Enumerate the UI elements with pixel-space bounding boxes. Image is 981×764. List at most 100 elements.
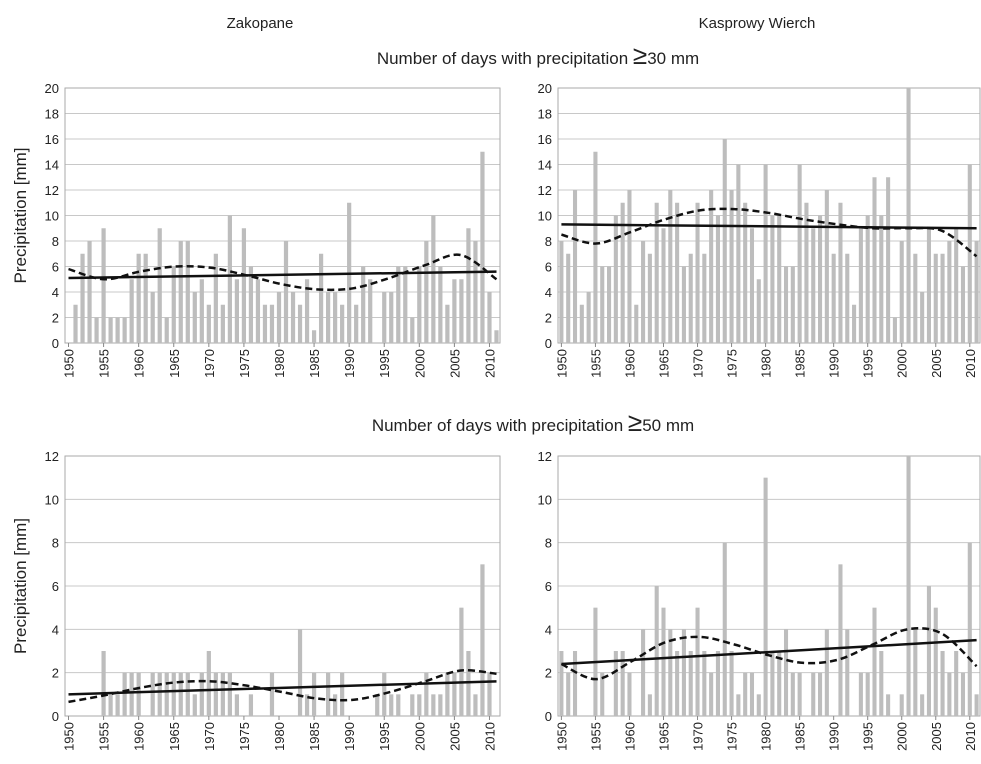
bar <box>213 253 218 343</box>
y-tick-label: 12 <box>538 183 552 198</box>
bar <box>947 672 952 716</box>
x-tick-label: 1970 <box>691 349 706 378</box>
bar <box>178 672 183 716</box>
bar <box>438 266 443 343</box>
bar <box>749 228 755 343</box>
bar <box>396 266 401 343</box>
y-tick-label: 2 <box>52 666 59 681</box>
bar <box>818 672 823 716</box>
bar <box>627 672 632 716</box>
bar <box>681 266 686 343</box>
y-tick-label: 8 <box>545 536 552 551</box>
y-tick-label: 0 <box>545 336 552 351</box>
x-tick-label: 1980 <box>759 722 774 751</box>
bar <box>559 651 564 716</box>
plot-frame <box>64 87 501 344</box>
bar <box>227 672 232 716</box>
x-tick-label: 1975 <box>237 722 252 751</box>
bar <box>858 672 863 716</box>
x-tick-label: 1980 <box>272 349 287 378</box>
bar <box>872 607 877 716</box>
bar <box>255 279 261 343</box>
row-title-symbol: ≥ <box>628 407 642 437</box>
y-tick-label: 16 <box>45 132 59 147</box>
bar <box>466 651 471 716</box>
bar <box>797 164 802 343</box>
x-tick-label: 1955 <box>588 722 603 751</box>
bar <box>879 215 884 343</box>
y-tick-label: 8 <box>52 536 59 551</box>
bar <box>906 456 911 716</box>
bar <box>389 292 394 343</box>
bar <box>122 672 127 716</box>
bar <box>627 190 632 343</box>
bar <box>852 304 857 343</box>
y-tick-label: 2 <box>545 666 552 681</box>
bar <box>452 279 457 343</box>
x-tick-label: 1960 <box>132 722 147 751</box>
bar <box>566 253 571 343</box>
bar <box>974 694 979 716</box>
bar <box>831 253 836 343</box>
bar <box>487 292 492 343</box>
bar <box>715 215 720 343</box>
bar <box>164 317 169 343</box>
plot-frame <box>64 455 501 717</box>
y-tick-label: 0 <box>545 709 552 724</box>
x-tick-label: 2000 <box>412 722 427 751</box>
x-tick-label: 1970 <box>202 349 217 378</box>
y-tick-label: 10 <box>538 209 552 224</box>
bar <box>641 629 646 716</box>
bar <box>559 241 564 343</box>
x-tick-label: 1975 <box>725 349 740 378</box>
linear-trend <box>68 680 497 696</box>
bar <box>886 177 891 343</box>
y-tick-label: 14 <box>45 158 59 173</box>
bar <box>607 266 612 343</box>
x-tick-label: 2005 <box>447 349 462 378</box>
x-tick-label: 2005 <box>929 349 944 378</box>
bar <box>790 266 795 343</box>
bar <box>790 672 795 716</box>
bar <box>647 253 652 343</box>
bar <box>600 672 605 716</box>
bar <box>797 672 802 716</box>
y-tick-label: 4 <box>52 622 59 637</box>
bar <box>164 672 169 716</box>
bar <box>80 253 85 343</box>
bar <box>361 266 366 343</box>
bar <box>865 672 870 716</box>
x-tick-label: 2010 <box>963 349 978 378</box>
bar <box>220 672 225 716</box>
bar <box>494 330 499 343</box>
bar <box>960 672 966 716</box>
bar <box>248 694 254 716</box>
bar <box>940 651 945 716</box>
x-tick-label: 1965 <box>657 722 672 751</box>
bar <box>865 215 870 343</box>
polynomial-trend <box>561 207 978 258</box>
row-title: Number of days with precipitation ≥50 mm <box>372 407 694 437</box>
bar <box>241 228 247 343</box>
bar <box>480 564 485 716</box>
x-tick-label: 1955 <box>97 349 112 378</box>
bar <box>572 190 578 343</box>
y-axis-label: Precipitation [mm] <box>11 147 30 283</box>
bar <box>206 651 211 716</box>
bar <box>297 629 303 716</box>
bar <box>845 253 850 343</box>
y-tick-label: 4 <box>545 622 552 637</box>
column-title: Zakopane <box>227 15 294 32</box>
y-tick-label: 20 <box>45 81 59 96</box>
bar <box>326 672 331 716</box>
bar <box>129 279 134 343</box>
bar <box>304 694 310 716</box>
bar <box>722 542 727 716</box>
bar <box>579 304 584 343</box>
bar <box>452 672 457 716</box>
bar <box>695 202 700 343</box>
bar <box>417 266 422 343</box>
bar <box>838 202 843 343</box>
bar <box>620 202 625 343</box>
plot-frame <box>557 455 981 717</box>
